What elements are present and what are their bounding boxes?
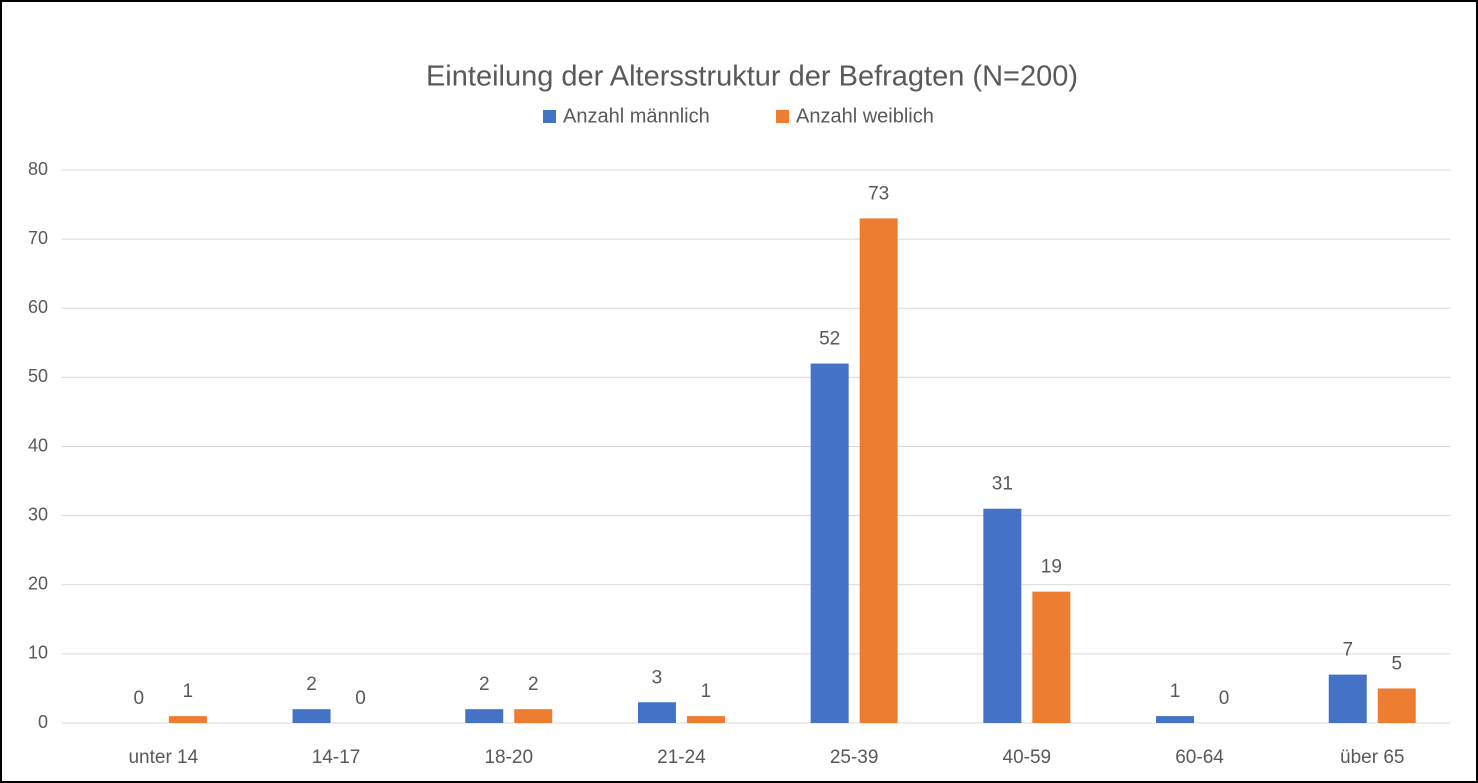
data-label: 7 <box>1342 640 1353 661</box>
y-tick-label: 70 <box>28 228 48 248</box>
y-tick-label: 10 <box>28 643 48 663</box>
bar <box>686 716 725 723</box>
chart-title: Einteilung der Altersstruktur der Befrag… <box>426 61 1078 93</box>
bar <box>1328 674 1367 723</box>
legend-label: Anzahl männlich <box>563 105 710 127</box>
bar <box>514 709 553 723</box>
bar <box>810 363 849 723</box>
data-label: 5 <box>1391 653 1402 674</box>
bar <box>1156 716 1195 723</box>
legend-label: Anzahl weiblich <box>796 105 934 127</box>
data-label: 52 <box>819 329 840 350</box>
bar <box>983 508 1022 723</box>
data-label: 1 <box>183 681 194 702</box>
data-label: 2 <box>528 674 539 695</box>
data-label: 19 <box>1041 557 1062 578</box>
x-tick-label: über 65 <box>1340 747 1404 768</box>
data-label: 3 <box>652 667 663 688</box>
data-label: 0 <box>1219 688 1230 709</box>
bar <box>1377 688 1416 723</box>
y-tick-label: 80 <box>28 159 48 179</box>
y-tick-label: 0 <box>38 712 48 732</box>
x-tick-label: 60-64 <box>1175 747 1224 768</box>
bar <box>292 709 331 723</box>
x-tick-label: 40-59 <box>1003 747 1052 768</box>
y-tick-label: 20 <box>28 574 48 594</box>
y-tick-label: 50 <box>28 366 48 386</box>
x-tick-label: unter 14 <box>128 747 198 768</box>
bar <box>1032 591 1071 723</box>
bar <box>637 702 676 723</box>
data-label: 31 <box>992 474 1013 495</box>
bar <box>859 218 898 723</box>
bar <box>465 709 504 723</box>
x-tick-label: 21-24 <box>657 747 706 768</box>
y-tick-label: 30 <box>28 504 48 524</box>
data-label: 0 <box>134 688 145 709</box>
data-label: 2 <box>306 674 317 695</box>
legend-swatch <box>543 110 556 123</box>
x-tick-label: 14-17 <box>312 747 361 768</box>
bar <box>168 716 207 723</box>
y-tick-label: 60 <box>28 297 48 317</box>
x-tick-label: 18-20 <box>484 747 533 768</box>
x-tick-label: 25-39 <box>830 747 879 768</box>
data-label: 0 <box>355 688 366 709</box>
data-label: 2 <box>479 674 490 695</box>
data-label: 1 <box>1170 681 1181 702</box>
data-label: 1 <box>701 681 712 702</box>
data-label: 73 <box>868 183 889 204</box>
y-tick-label: 40 <box>28 435 48 455</box>
legend-swatch <box>776 110 789 123</box>
